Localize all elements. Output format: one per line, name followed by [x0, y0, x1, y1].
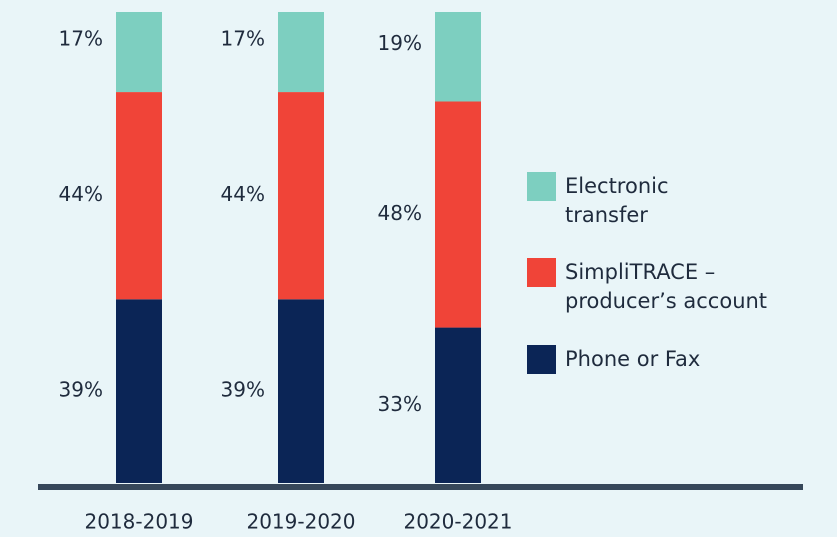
bar-segment: [435, 327, 481, 483]
legend-swatch: [527, 345, 556, 374]
bar-segment: [278, 299, 324, 483]
value-label: 39%: [221, 378, 265, 402]
value-label: 39%: [59, 378, 103, 402]
x-axis: [38, 484, 803, 490]
legend-item: Electronic transfer: [527, 172, 745, 230]
bar-segment: [278, 92, 324, 300]
value-label: 17%: [59, 27, 103, 51]
legend-item: Phone or Fax: [527, 345, 815, 374]
value-label: 48%: [378, 201, 422, 225]
bar-segment: [116, 12, 162, 93]
x-tick-label: 2020-2021: [403, 510, 512, 534]
value-label: 33%: [378, 392, 422, 416]
value-label: 17%: [221, 27, 265, 51]
value-label: 44%: [59, 182, 103, 206]
legend-swatch: [527, 258, 556, 287]
bar-segment: [278, 12, 324, 93]
value-label: 19%: [378, 31, 422, 55]
x-tick-label: 2019-2020: [246, 510, 355, 534]
legend-label: Phone or Fax: [565, 347, 701, 371]
legend-label: Electronic transfer: [565, 174, 669, 227]
legend-item: SimpliTRACE – producer’s account: [527, 258, 815, 316]
value-label: 44%: [221, 182, 265, 206]
legend-swatch: [527, 172, 556, 201]
bar-segment: [116, 92, 162, 300]
bar-segment: [435, 101, 481, 328]
bar-segment: [116, 299, 162, 483]
x-tick-label: 2018-2019: [84, 510, 193, 534]
legend-label: SimpliTRACE – producer’s account: [565, 260, 768, 313]
bar-segment: [435, 12, 481, 102]
